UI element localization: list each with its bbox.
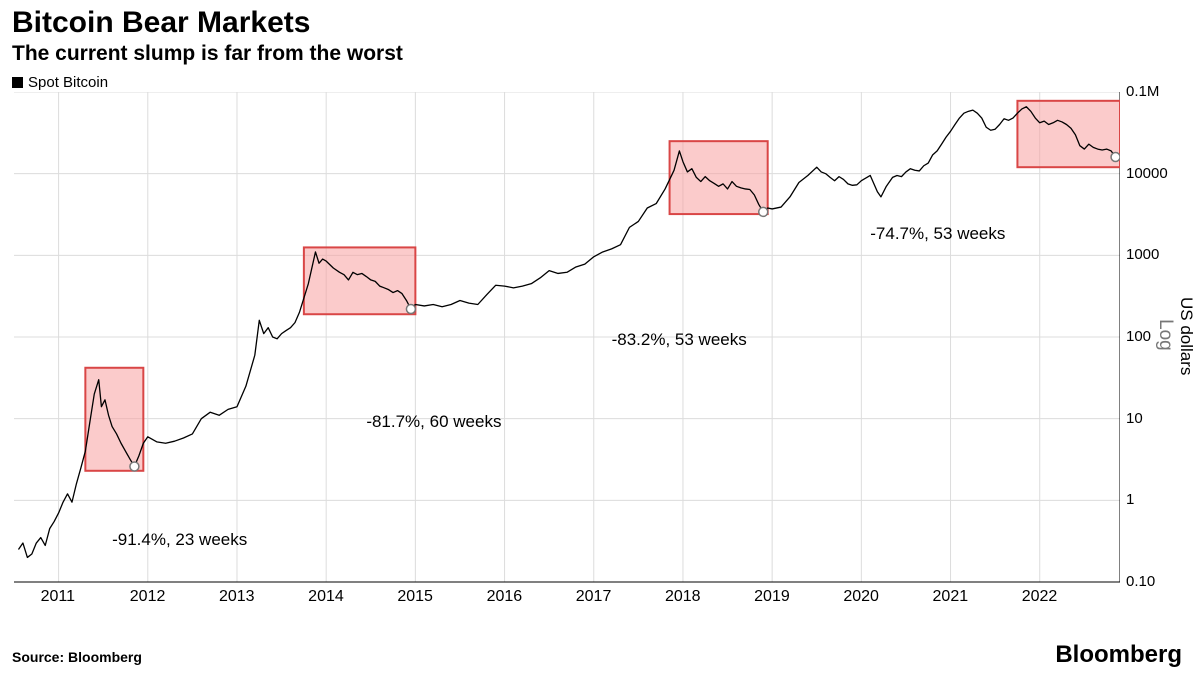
- x-tick-label: 2012: [130, 588, 166, 606]
- chart-title: Bitcoin Bear Markets: [12, 6, 310, 40]
- log-scale-label: Log: [1154, 319, 1176, 351]
- y-tick-label: 1: [1126, 491, 1134, 508]
- legend-label: Spot Bitcoin: [28, 74, 108, 91]
- y-tick-label: 10000: [1126, 165, 1168, 182]
- y-tick-label: 10: [1126, 410, 1143, 427]
- brand-label: Bloomberg: [1055, 641, 1182, 669]
- y-tick-label: 0.10: [1126, 573, 1155, 590]
- x-tick-label: 2019: [754, 588, 790, 606]
- x-tick-label: 2011: [41, 588, 75, 606]
- y-tick-label: 0.1M: [1126, 83, 1159, 100]
- legend: Spot Bitcoin: [12, 74, 108, 91]
- y-tick-label: 100: [1126, 328, 1151, 345]
- x-tick-label: 2021: [933, 588, 969, 606]
- chart-area: [14, 92, 1120, 602]
- bear-annotation: -81.7%, 60 weeks: [366, 412, 501, 432]
- bear-annotation: -74.7%, 53 weeks: [870, 224, 1005, 244]
- x-tick-label: 2015: [397, 588, 433, 606]
- x-tick-label: 2018: [665, 588, 701, 606]
- bear-annotation: -83.2%, 53 weeks: [612, 330, 747, 350]
- x-tick-label: 2013: [219, 588, 255, 606]
- chart-svg: [14, 92, 1120, 602]
- x-tick-label: 2022: [1022, 588, 1058, 606]
- y-axis-label: US dollars: [1176, 297, 1196, 375]
- legend-swatch: [12, 77, 23, 88]
- x-tick-label: 2020: [843, 588, 879, 606]
- x-tick-label: 2014: [308, 588, 344, 606]
- y-tick-label: 1000: [1126, 246, 1159, 263]
- x-tick-label: 2016: [487, 588, 523, 606]
- chart-subtitle: The current slump is far from the worst: [12, 42, 403, 66]
- x-tick-label: 2017: [576, 588, 612, 606]
- bear-annotation: -91.4%, 23 weeks: [112, 530, 247, 550]
- source-text: Source: Bloomberg: [12, 649, 142, 665]
